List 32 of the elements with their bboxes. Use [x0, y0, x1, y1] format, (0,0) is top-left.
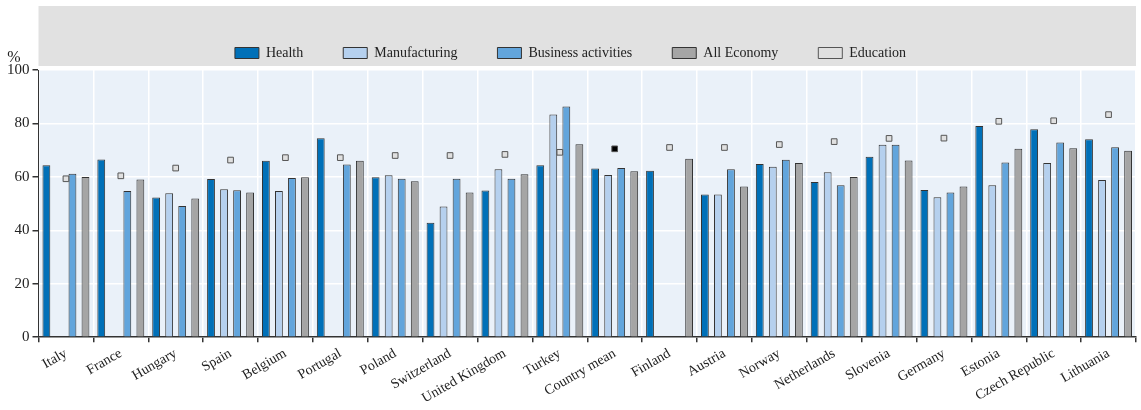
point: [336, 154, 344, 161]
point: [62, 175, 70, 183]
legend-label: Business activities: [528, 44, 633, 60]
y-tick-label: 40: [14, 221, 30, 238]
point: [611, 145, 619, 153]
legend-label: All Economy: [703, 44, 779, 60]
x-tick-label: Italy: [39, 345, 70, 372]
point: [1050, 117, 1058, 125]
y-tick-label: 20: [14, 274, 30, 291]
y-tick-label: 0: [22, 328, 30, 345]
point: [282, 154, 289, 161]
y-tick-label: 80: [14, 114, 30, 131]
point: [172, 164, 180, 172]
point: [1105, 111, 1112, 118]
legend-label: Education: [849, 44, 907, 60]
y-tick-label: 60: [14, 167, 30, 184]
point: [721, 144, 728, 151]
point: [940, 134, 948, 142]
point: [995, 117, 1003, 125]
point: [227, 156, 234, 164]
point: [556, 148, 564, 156]
point: [666, 144, 673, 151]
point: [885, 135, 893, 142]
x-tick-label: Spain: [198, 345, 234, 375]
point: [830, 138, 838, 145]
point: [391, 152, 399, 159]
legend-label: Manufacturing: [374, 44, 458, 60]
legend-label: Health: [265, 44, 304, 60]
point: [775, 141, 783, 148]
point: [117, 172, 125, 180]
point: [446, 152, 454, 159]
point: [501, 151, 509, 158]
